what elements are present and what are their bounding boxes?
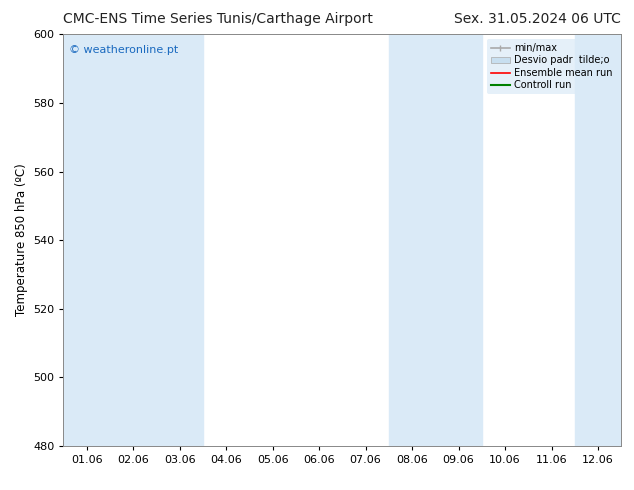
Y-axis label: Temperature 850 hPa (ºC): Temperature 850 hPa (ºC) [15,164,27,317]
Text: CMC-ENS Time Series Tunis/Carthage Airport: CMC-ENS Time Series Tunis/Carthage Airpo… [63,12,373,26]
Bar [436,34,482,446]
Legend: min/max, Desvio padr  tilde;o, Ensemble mean run, Controll run: min/max, Desvio padr tilde;o, Ensemble m… [487,39,616,94]
Bar [110,34,157,446]
Text: © weatheronline.pt: © weatheronline.pt [69,45,178,54]
Bar [575,34,621,446]
Bar [157,34,203,446]
Bar [63,34,110,446]
Text: Sex. 31.05.2024 06 UTC: Sex. 31.05.2024 06 UTC [455,12,621,26]
Bar [389,34,436,446]
